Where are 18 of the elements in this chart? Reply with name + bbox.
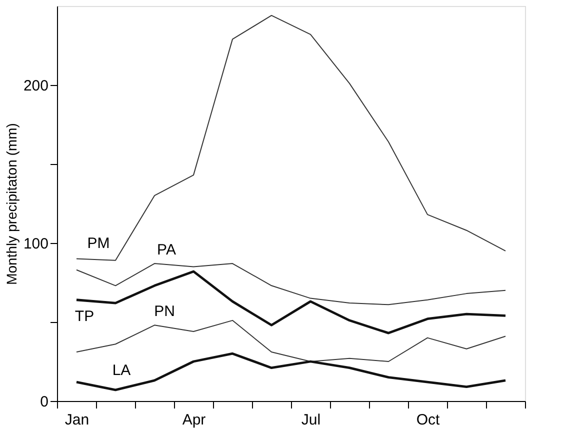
- x-tick-label: Jul: [301, 412, 321, 428]
- y-axis-title: Monthly precipitaton (mm): [3, 123, 20, 285]
- line-series: [75, 270, 507, 334]
- line-series: [76, 14, 506, 261]
- series-label: PM: [87, 234, 110, 252]
- series-label: TP: [74, 308, 94, 325]
- x-tick-label: Apr: [182, 412, 206, 428]
- line-series: [76, 320, 506, 362]
- series-label: PA: [157, 242, 176, 259]
- series-label: LA: [112, 362, 131, 379]
- y-tick-label: 200: [23, 78, 48, 94]
- series-label: PN: [154, 303, 175, 320]
- x-tick-label: Oct: [416, 412, 440, 428]
- x-tick-label: Jan: [64, 412, 90, 428]
- y-tick-label: 0: [40, 394, 48, 410]
- line-series: [75, 352, 507, 392]
- y-tick-label: 100: [23, 236, 48, 252]
- line-series: [76, 263, 506, 306]
